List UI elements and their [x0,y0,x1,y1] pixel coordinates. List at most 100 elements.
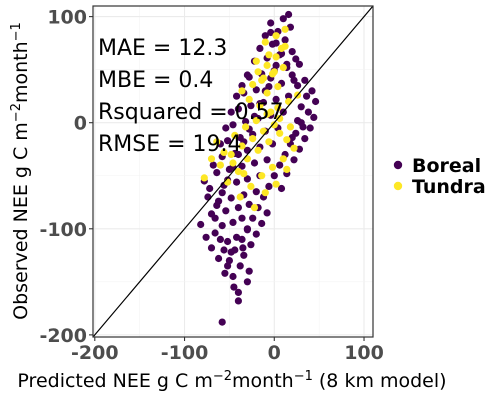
point-boreal [252,230,260,238]
point-tundra [224,178,232,186]
point-boreal [242,118,250,126]
point-tundra [265,51,273,59]
point-boreal [227,194,235,202]
point-boreal [213,169,221,177]
point-boreal [218,189,226,197]
point-tundra [279,63,287,72]
point-boreal [267,19,275,27]
point-boreal [247,102,255,110]
point-tundra [254,146,262,154]
stat-annotation: MAE = 12.3 [98,36,227,61]
point-boreal [238,82,246,90]
point-tundra [258,172,266,180]
point-tundra [238,142,246,150]
point-tundra [250,204,259,212]
point-boreal [234,288,242,296]
legend-label-boreal: Boreal [412,155,481,177]
point-boreal [229,121,237,129]
point-boreal [263,156,271,164]
point-tundra [242,123,250,131]
point-boreal [234,150,242,159]
y-tick-label: -200 [39,325,87,347]
point-boreal [292,55,300,63]
point-tundra [207,155,216,163]
point-boreal [310,113,318,121]
point-boreal [294,117,302,125]
point-tundra [220,148,228,156]
point-tundra [285,97,293,106]
point-boreal [272,95,280,103]
point-boreal [234,105,242,113]
point-tundra [286,123,294,131]
point-boreal [308,87,316,95]
point-boreal [230,283,238,291]
point-boreal [245,200,253,208]
point-boreal [202,233,210,241]
point-tundra [245,95,253,103]
point-tundra [270,121,278,129]
point-boreal [238,214,246,222]
point-boreal [261,32,269,40]
point-boreal [216,235,224,243]
point-boreal [252,86,260,94]
point-tundra [259,127,268,135]
point-boreal [222,207,230,215]
identity-line [92,5,374,338]
point-boreal [288,48,296,56]
point-boreal [234,204,242,212]
point-boreal [243,225,251,233]
stat-annotation: RMSE = 19.4 [98,132,242,157]
point-tundra [249,80,257,89]
point-tundra [259,74,268,82]
point-boreal [270,172,278,180]
axis-ticks: -200 -100 0 100 -200 -100 0 100 [39,7,383,364]
point-tundra [281,42,289,50]
point-boreal [252,188,260,196]
point-tundra [254,68,262,76]
point-boreal [207,244,216,252]
point-boreal [288,71,296,79]
point-boreal [197,220,205,229]
point-boreal [218,318,226,326]
stat-annotation: MBE = 0.4 [98,68,213,93]
point-boreal [272,61,280,69]
point-boreal [301,135,309,143]
point-tundra [263,110,271,118]
point-boreal [243,175,251,183]
point-boreal [222,124,230,132]
point-boreal [294,82,302,90]
point-boreal [247,241,255,249]
point-boreal [238,162,246,170]
point-tundra [238,87,246,95]
point-boreal [240,251,248,259]
legend-key-tundra [393,181,403,191]
y-tick-label: 100 [47,7,87,29]
point-tundra [234,167,242,176]
point-boreal [277,50,286,58]
point-boreal [233,92,241,100]
point-boreal [285,10,293,19]
legend-key-boreal [393,160,403,170]
point-boreal [258,219,266,228]
point-boreal [288,134,296,142]
legend-label-tundra: Tundra [412,176,486,198]
point-tundra [281,25,289,33]
point-boreal [211,229,219,237]
point-boreal [234,297,242,305]
point-boreal [263,209,271,217]
y-tick-label: -100 [39,219,87,241]
point-boreal [227,108,235,116]
point-boreal [229,218,237,226]
point-boreal [233,178,241,186]
point-tundra [247,182,255,190]
point-tundra [279,155,287,163]
point-tundra [200,174,208,182]
point-tundra [252,57,260,65]
point-tundra [274,83,282,91]
point-boreal [249,214,257,222]
y-tick-label: 0 [74,113,87,135]
point-boreal [238,235,246,243]
point-tundra [216,161,224,169]
point-tundra [276,129,284,137]
point-tundra [213,138,221,146]
